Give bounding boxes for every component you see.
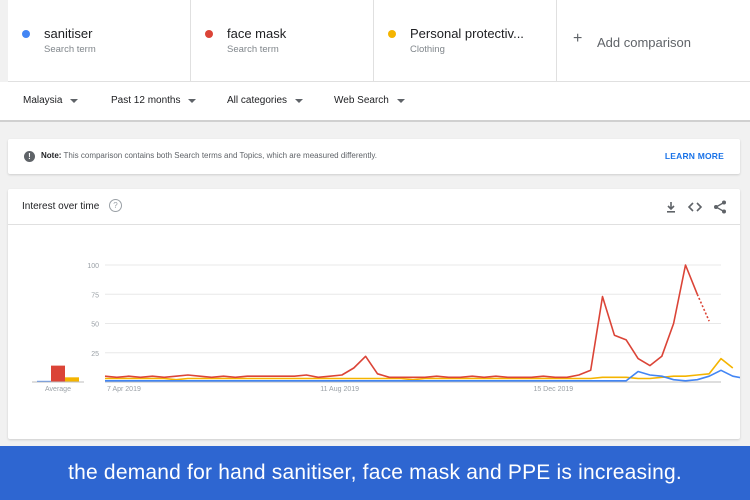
average-bar: [51, 365, 65, 382]
series-line: [104, 264, 699, 379]
comparison-terms-bar: sanitiser Search term face mask Search t…: [8, 0, 750, 82]
note-text: Note: This comparison contains both Sear…: [41, 151, 377, 160]
filters-bar: Malaysia Past 12 months All categories W…: [0, 82, 750, 122]
y-tick-label: 75: [91, 292, 99, 299]
comparison-note: ! Note: This comparison contains both Se…: [8, 139, 740, 174]
region-value: Malaysia: [23, 95, 63, 106]
caption-banner: the demand for hand sanitiser, face mask…: [0, 446, 750, 500]
series-line-partial: [696, 293, 710, 322]
average-bar: [65, 377, 79, 382]
average-label: Average: [45, 386, 71, 393]
y-tick-label: 25: [91, 351, 99, 358]
term-color-dot: [388, 30, 396, 38]
term-name: Personal protectiv...: [410, 26, 524, 41]
card-header: Interest over time ?: [8, 189, 740, 225]
category-dropdown[interactable]: All categories: [227, 95, 304, 106]
term-type: Clothing: [410, 44, 445, 55]
x-tick-label: 15 Dec 2019: [533, 386, 573, 393]
x-tick-label: 11 Aug 2019: [320, 386, 359, 393]
embed-icon[interactable]: [687, 199, 703, 215]
interest-chart[interactable]: 100 75 50 25 7 Apr 2019 11 Aug 2019 15 Dec 201…: [8, 189, 740, 439]
search-type-dropdown[interactable]: Web Search: [334, 95, 405, 106]
add-comparison-button[interactable]: + Add comparison: [557, 0, 750, 82]
term-name: sanitiser: [44, 26, 93, 41]
help-icon[interactable]: ?: [109, 199, 122, 212]
add-comparison-label: Add comparison: [597, 35, 691, 50]
x-tick-label: 7 Apr 2019: [107, 386, 141, 393]
chevron-down-icon: [396, 98, 405, 103]
plus-icon: +: [573, 30, 583, 47]
card-title: Interest over time: [22, 201, 100, 212]
interest-over-time-card: Interest over time ? 100 75 50 25 7 Apr 2019…: [8, 189, 740, 439]
term-type: Search term: [227, 44, 279, 55]
average-bar: [37, 380, 51, 382]
note-body: This comparison contains both Search ter…: [63, 151, 378, 160]
y-tick-label: 50: [91, 322, 99, 329]
term-personal-protective[interactable]: Personal protectiv... Clothing: [374, 0, 557, 82]
series-line: [105, 369, 740, 382]
term-color-dot: [205, 30, 213, 38]
info-icon: !: [24, 151, 35, 162]
term-sanitiser[interactable]: sanitiser Search term: [8, 0, 191, 82]
download-icon[interactable]: [663, 199, 679, 215]
chevron-down-icon: [70, 98, 79, 103]
time-range-dropdown[interactable]: Past 12 months: [111, 95, 197, 106]
category-value: All categories: [227, 95, 288, 106]
search-type-value: Web Search: [334, 95, 389, 106]
chevron-down-icon: [295, 98, 304, 103]
term-name: face mask: [227, 26, 287, 41]
term-color-dot: [22, 30, 30, 38]
note-label: Note:: [41, 151, 62, 160]
share-icon[interactable]: [712, 199, 728, 215]
y-tick-label: 100: [87, 263, 99, 270]
time-range-value: Past 12 months: [111, 95, 181, 106]
term-type: Search term: [44, 44, 96, 55]
series-line: [105, 357, 734, 381]
chevron-down-icon: [188, 98, 197, 103]
term-face-mask[interactable]: face mask Search term: [191, 0, 374, 82]
region-dropdown[interactable]: Malaysia: [23, 95, 79, 106]
learn-more-link[interactable]: LEARN MORE: [664, 151, 724, 161]
